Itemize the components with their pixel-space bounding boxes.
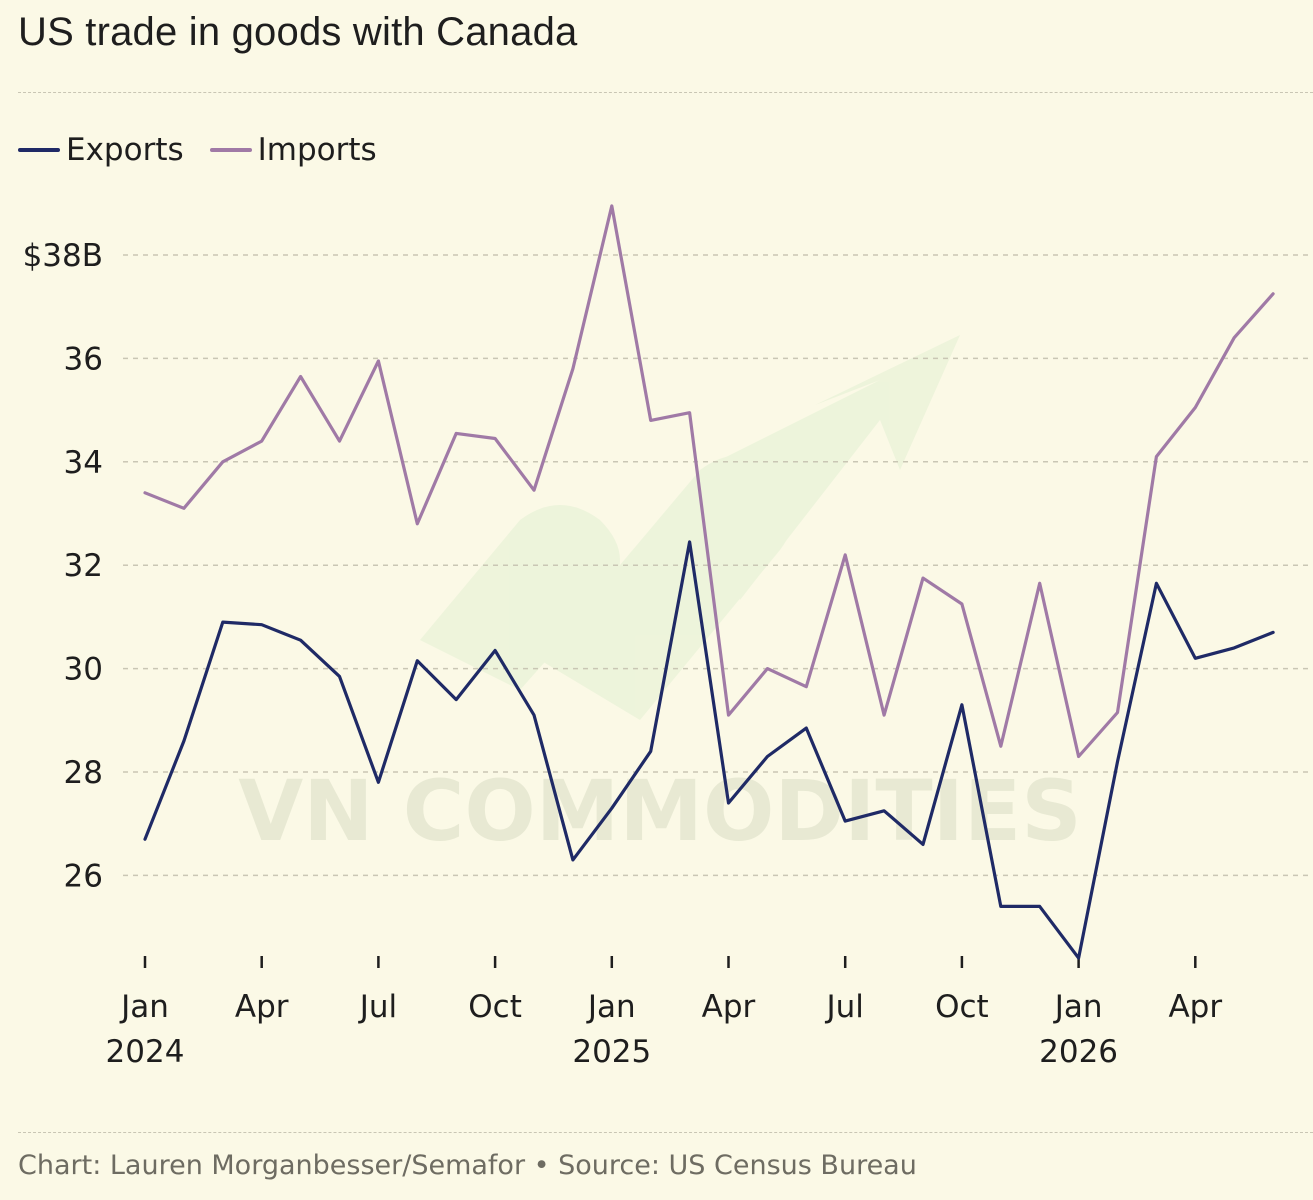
y-axis-ticks: 26 28 30 32 34 36 $38B — [23, 238, 103, 894]
x-axis-ticks: Jan 2024 Apr Jul Oct Jan 2025 Apr Jul Oct Jan 2026 A… — [106, 956, 1222, 1070]
x-tick-label: Jul — [824, 989, 863, 1025]
y-tick-label: 30 — [64, 652, 103, 688]
chart-legend: Exports Imports — [18, 132, 403, 168]
x-tick-year-label: 2026 — [1039, 1034, 1118, 1070]
watermark-arrow — [420, 335, 960, 720]
watermark-text: VN COMMODITIES — [238, 762, 1082, 860]
chart-credit: Chart: Lauren Morganbesser/Semafor • Sou… — [18, 1150, 917, 1181]
watermark-arrow-stroke-1 — [420, 505, 620, 690]
series-line-imports — [143, 204, 1275, 759]
legend-item-exports[interactable]: Exports — [18, 132, 184, 168]
chart-title: US trade in goods with Canada — [18, 10, 578, 54]
watermark: VN COMMODITIES — [238, 335, 1082, 860]
x-tick-label: Oct — [935, 989, 989, 1025]
y-tick-label: $38B — [23, 238, 103, 274]
y-tick-label: 34 — [64, 445, 103, 481]
series-line-exports — [143, 540, 1275, 960]
x-tick-label: Jan — [1053, 989, 1103, 1025]
legend-label-exports: Exports — [66, 132, 184, 168]
title-divider — [18, 92, 1313, 93]
x-tick-label: Apr — [235, 989, 289, 1025]
x-tick-label: Apr — [1168, 989, 1222, 1025]
x-tick-label: Jul — [358, 989, 397, 1025]
legend-item-imports[interactable]: Imports — [209, 132, 377, 168]
x-tick-label: Jan — [119, 989, 169, 1025]
gridlines — [123, 254, 1313, 877]
y-tick-label: 32 — [64, 548, 103, 584]
x-tick-label: Oct — [468, 989, 522, 1025]
legend-swatch-exports — [18, 148, 60, 152]
watermark-arrow-head — [700, 335, 960, 600]
series-lines — [143, 204, 1275, 960]
legend-label-imports: Imports — [257, 132, 377, 168]
y-tick-label: 26 — [64, 858, 103, 894]
x-tick-year-label: 2025 — [572, 1034, 651, 1070]
x-tick-label: Jan — [586, 989, 636, 1025]
footer-divider — [18, 1132, 1313, 1133]
x-tick-year-label: 2024 — [106, 1034, 185, 1070]
legend-swatch-imports — [209, 148, 252, 152]
y-tick-label: 36 — [64, 341, 103, 377]
x-tick-label: Apr — [702, 989, 756, 1025]
watermark-arrow-stroke-2 — [540, 455, 795, 720]
y-tick-label: 28 — [64, 755, 103, 791]
